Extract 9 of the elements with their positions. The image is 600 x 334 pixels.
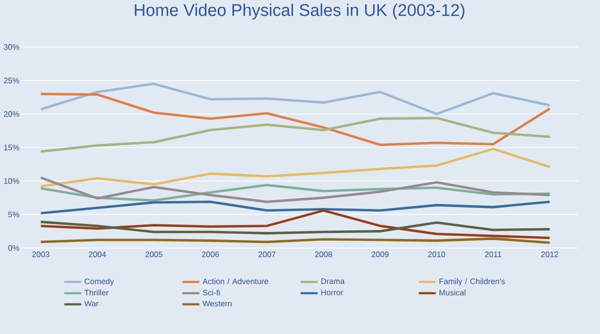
line-series bbox=[40, 92, 551, 146]
line-series bbox=[40, 82, 551, 116]
line-series bbox=[40, 116, 551, 153]
line-series bbox=[40, 176, 551, 203]
chart-title: Home Video Physical Sales in UK (2003-12) bbox=[134, 4, 464, 20]
line-series bbox=[40, 184, 551, 202]
line-series bbox=[40, 220, 551, 234]
line-series bbox=[40, 209, 551, 240]
line-series bbox=[40, 148, 551, 188]
